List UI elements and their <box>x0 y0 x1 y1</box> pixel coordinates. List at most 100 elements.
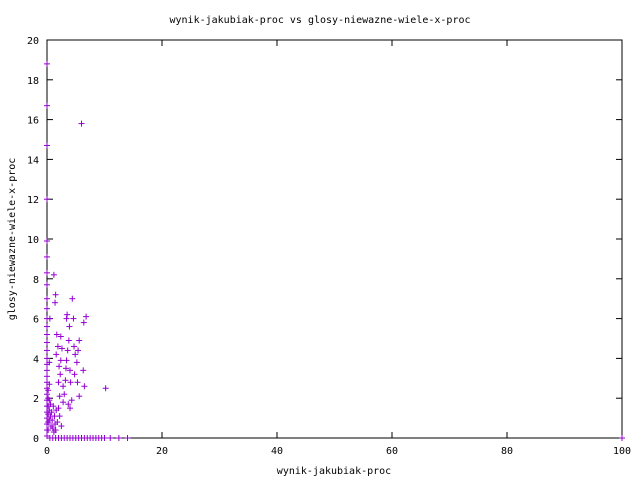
data-point <box>44 323 50 330</box>
data-point <box>68 397 75 404</box>
y-tick-label: 20 <box>27 36 39 47</box>
data-point <box>54 343 61 350</box>
data-point <box>58 345 65 352</box>
data-point <box>53 331 60 338</box>
data-point <box>81 383 88 390</box>
data-point <box>60 399 67 406</box>
x-tick-label: 0 <box>44 446 50 457</box>
data-point <box>61 391 68 398</box>
x-tick-label: 60 <box>386 446 398 457</box>
data-point <box>44 102 50 109</box>
data-point <box>71 343 78 350</box>
data-point <box>55 379 62 386</box>
data-point <box>619 435 625 441</box>
data-point <box>62 377 69 384</box>
data-point <box>71 371 78 378</box>
data-point <box>74 379 81 386</box>
data-point <box>62 365 69 372</box>
data-point <box>52 291 59 298</box>
data-point <box>57 333 64 340</box>
data-point <box>57 357 64 364</box>
data-point <box>80 367 87 374</box>
data-point <box>46 381 53 388</box>
data-point <box>44 281 50 288</box>
data-point <box>63 315 70 322</box>
data-point <box>67 405 73 412</box>
data-point <box>70 315 77 322</box>
data-point <box>45 387 52 394</box>
data-point <box>56 393 63 400</box>
data-point <box>44 196 50 203</box>
data-points <box>44 60 625 441</box>
data-point <box>44 373 50 380</box>
data-point <box>76 337 83 344</box>
data-point <box>44 339 50 346</box>
data-point <box>67 379 74 386</box>
data-point <box>45 427 52 434</box>
data-point <box>58 423 65 430</box>
data-point <box>69 295 76 302</box>
data-point <box>44 355 50 362</box>
x-axis-label: wynik-jakubiak-proc <box>277 466 391 477</box>
y-tick-label: 4 <box>33 354 39 365</box>
x-tick-label: 100 <box>613 446 631 457</box>
data-point <box>44 347 50 354</box>
data-point <box>49 417 56 424</box>
chart-title: wynik-jakubiak-proc vs glosy-niewazne-wi… <box>169 15 470 26</box>
data-point <box>67 367 73 374</box>
data-point <box>44 142 50 149</box>
data-point <box>44 269 50 276</box>
data-point <box>78 120 85 127</box>
data-point <box>63 357 70 364</box>
data-point <box>57 371 64 378</box>
data-point <box>72 351 79 358</box>
data-point <box>44 391 50 398</box>
data-point <box>46 315 53 322</box>
data-point <box>44 367 50 374</box>
y-tick-label: 14 <box>27 155 39 166</box>
y-tick-label: 16 <box>27 116 39 127</box>
x-tick-label: 80 <box>501 446 513 457</box>
data-point <box>75 347 82 354</box>
data-point <box>115 435 122 441</box>
y-tick-label: 12 <box>27 195 39 206</box>
data-point <box>66 323 73 330</box>
data-point <box>52 299 59 306</box>
data-point <box>48 409 55 416</box>
data-point <box>65 337 72 344</box>
data-point <box>101 435 108 441</box>
data-point <box>64 347 71 354</box>
y-tick-label: 0 <box>33 434 39 445</box>
x-tick-label: 20 <box>156 446 168 457</box>
data-point <box>50 271 57 278</box>
data-point <box>51 413 58 420</box>
data-point <box>53 351 60 358</box>
data-point <box>52 427 59 434</box>
data-point <box>83 313 90 320</box>
y-tick-label: 2 <box>33 394 39 405</box>
data-point <box>107 435 114 441</box>
data-point <box>73 359 80 366</box>
data-point <box>65 401 72 408</box>
data-point <box>102 385 109 392</box>
data-point <box>64 311 71 318</box>
data-point <box>44 295 50 302</box>
data-point <box>80 319 87 326</box>
data-point <box>56 363 63 370</box>
data-point <box>44 237 50 244</box>
data-point <box>44 305 50 312</box>
data-point <box>44 331 50 338</box>
data-point <box>46 359 53 366</box>
data-point <box>46 397 53 404</box>
data-point <box>50 403 57 410</box>
data-point <box>54 419 61 426</box>
y-tick-label: 8 <box>33 275 39 286</box>
data-point <box>55 405 62 412</box>
y-tick-label: 10 <box>27 235 39 246</box>
data-point <box>76 393 83 400</box>
data-point <box>124 435 131 441</box>
y-axis-label: glosy-niewazne-wiele-x-proc <box>7 158 18 321</box>
